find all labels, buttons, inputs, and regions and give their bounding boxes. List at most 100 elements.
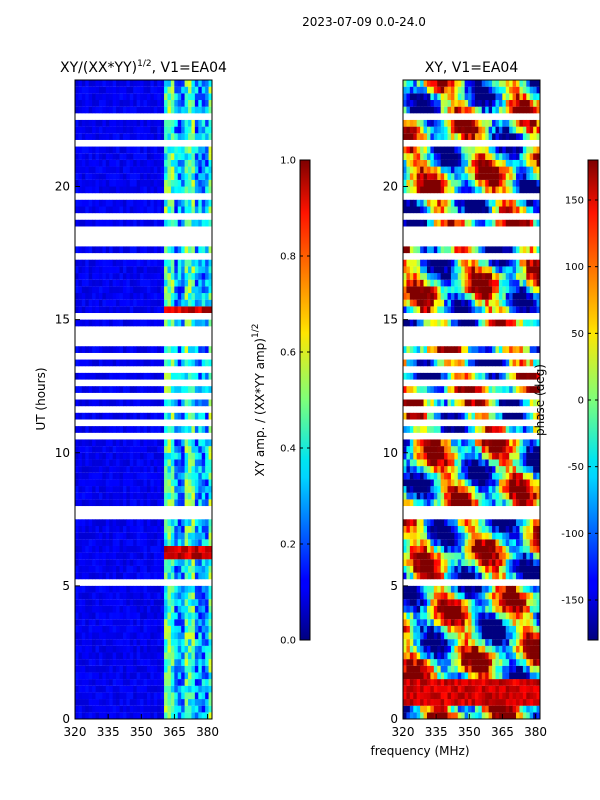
heatmap-cell xyxy=(153,479,158,487)
heatmap-cell xyxy=(143,319,148,327)
heatmap-cell xyxy=(143,219,148,227)
heatmap-cell xyxy=(95,346,100,353)
heatmap-cell xyxy=(450,299,455,307)
heatmap-cell xyxy=(468,472,472,480)
heatmap-cell xyxy=(170,625,175,633)
heatmap-cell xyxy=(174,619,179,626)
heatmap-cell xyxy=(194,179,199,187)
heatmap-cell xyxy=(488,572,493,580)
heatmap-cell xyxy=(181,585,185,593)
heatmap-cell xyxy=(160,273,165,280)
heatmap-cell xyxy=(160,399,165,407)
heatmap-cell xyxy=(136,639,141,646)
heatmap-cell xyxy=(188,206,192,214)
heatmap-cell xyxy=(526,479,531,487)
heatmap-cell xyxy=(208,126,213,134)
heatmap-cell xyxy=(75,466,79,473)
heatmap-cell xyxy=(75,439,79,447)
heatmap-cell xyxy=(406,679,411,686)
heatmap-cell xyxy=(98,499,103,507)
heatmap-cell xyxy=(177,539,182,546)
heatmap-cell xyxy=(457,359,462,367)
heatmap-cell xyxy=(188,486,192,493)
heatmap-cell xyxy=(140,186,144,194)
heatmap-cell xyxy=(146,599,151,606)
heatmap-cell xyxy=(194,665,199,673)
heatmap-cell xyxy=(461,685,466,693)
heatmap-cell xyxy=(457,532,462,540)
heatmap-cell xyxy=(126,679,131,686)
heatmap-cell xyxy=(112,605,117,613)
heatmap-cell xyxy=(409,519,414,527)
heatmap-cell xyxy=(526,439,531,447)
heatmap-cell xyxy=(437,346,442,353)
heatmap-cell xyxy=(406,525,411,533)
heatmap-cell xyxy=(447,479,452,487)
heatmap-cell xyxy=(81,452,86,460)
heatmap-cell xyxy=(464,612,469,620)
heatmap-cell xyxy=(170,359,175,367)
heatmap-cell xyxy=(194,639,199,646)
heatmap-cell xyxy=(502,692,507,700)
heatmap-cell xyxy=(201,692,206,700)
heatmap-cell xyxy=(440,699,445,706)
heatmap-cell xyxy=(485,565,490,573)
heatmap-cell xyxy=(164,486,168,493)
heatmap-cell xyxy=(181,246,185,254)
heatmap-cell xyxy=(75,179,79,187)
heatmap-cell xyxy=(143,545,148,553)
heatmap-cell xyxy=(536,452,541,460)
heatmap-cell xyxy=(208,679,213,686)
heatmap-cell xyxy=(522,399,527,407)
heatmap-cell xyxy=(201,446,206,453)
heatmap-cell xyxy=(143,399,148,407)
heatmap-cell xyxy=(457,559,462,566)
heatmap-cell xyxy=(102,346,107,353)
heatmap-cell xyxy=(413,452,418,460)
heatmap-cell xyxy=(92,273,96,280)
heatmap-cell xyxy=(205,293,209,300)
heatmap-cell xyxy=(495,545,500,553)
heatmap-cell xyxy=(133,665,138,673)
heatmap-cell xyxy=(116,552,120,560)
heatmap-cell xyxy=(522,632,527,640)
heatmap-cell xyxy=(85,679,90,686)
heatmap-cell xyxy=(471,426,476,433)
heatmap-cell xyxy=(413,479,418,487)
heatmap-cell xyxy=(533,605,537,613)
heatmap-cell xyxy=(416,672,421,680)
heatmap-cell xyxy=(492,459,496,467)
heatmap-cell xyxy=(471,652,476,660)
heatmap-cell xyxy=(136,479,141,487)
heatmap-cell xyxy=(136,359,141,367)
heatmap-cell xyxy=(170,612,175,620)
heatmap-cell xyxy=(112,359,117,367)
heatmap-cell xyxy=(112,346,117,353)
heatmap-cell xyxy=(167,106,172,114)
heatmap-cell xyxy=(112,479,117,487)
heatmap-cell xyxy=(95,133,100,140)
heatmap-cell xyxy=(512,545,517,553)
heatmap-cell xyxy=(112,266,117,274)
heatmap-cell xyxy=(170,679,175,686)
heatmap-cell xyxy=(191,153,196,160)
heatmap-cell xyxy=(450,705,455,713)
heatmap-cell xyxy=(136,179,141,187)
heatmap-cell xyxy=(198,399,203,407)
heatmap-cell xyxy=(95,286,100,294)
heatmap-cell xyxy=(522,486,527,493)
heatmap-cell xyxy=(157,126,162,134)
heatmap-cell xyxy=(194,459,199,467)
heatmap-cell xyxy=(85,565,90,573)
heatmap-cell xyxy=(526,472,531,480)
heatmap-cell xyxy=(488,466,493,473)
heatmap-cell xyxy=(170,632,175,640)
heatmap-cell xyxy=(478,599,483,606)
heatmap-cell xyxy=(167,372,172,380)
heatmap-cell xyxy=(519,712,524,720)
heatmap-cell xyxy=(450,605,455,613)
heatmap-cell xyxy=(208,559,213,566)
heatmap-cell xyxy=(430,665,435,673)
heatmap-cell xyxy=(423,372,428,380)
heatmap-cell xyxy=(129,133,134,140)
